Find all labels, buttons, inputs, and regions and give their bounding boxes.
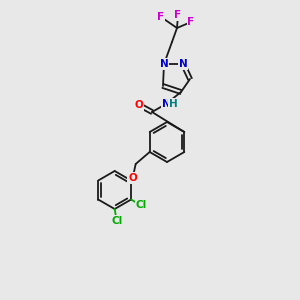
- Text: Cl: Cl: [111, 216, 122, 226]
- Text: O: O: [128, 173, 137, 183]
- Text: F: F: [174, 10, 182, 20]
- Text: N: N: [160, 59, 168, 69]
- Text: Cl: Cl: [136, 200, 147, 211]
- Text: H: H: [169, 99, 177, 109]
- Text: O: O: [135, 100, 143, 110]
- Text: F: F: [158, 12, 165, 22]
- Text: F: F: [188, 17, 195, 27]
- Text: N: N: [162, 99, 170, 109]
- Text: N: N: [178, 59, 188, 69]
